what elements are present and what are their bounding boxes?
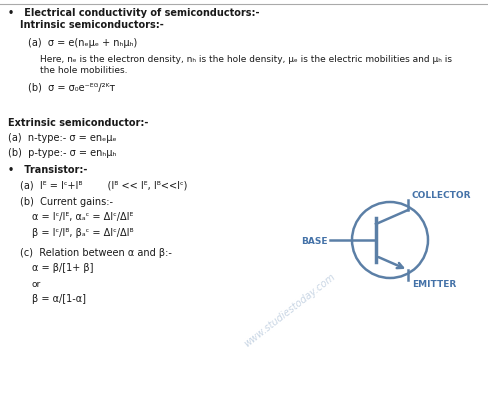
Text: •   Transistor:-: • Transistor:-: [8, 165, 87, 175]
Text: (a)  σ = e(nₑμₑ + nₕμₕ): (a) σ = e(nₑμₑ + nₕμₕ): [28, 38, 137, 48]
Text: BASE: BASE: [301, 237, 327, 246]
Text: α = Iᶜ/Iᴱ, αₐᶜ = ΔIᶜ/ΔIᴱ: α = Iᶜ/Iᴱ, αₐᶜ = ΔIᶜ/ΔIᴱ: [32, 212, 133, 222]
Text: the hole mobilities.: the hole mobilities.: [40, 66, 127, 75]
Text: Here, nₑ is the electron density, nₕ is the hole density, μₑ is the electric mob: Here, nₑ is the electron density, nₕ is …: [40, 55, 451, 64]
Text: (b)  p-type:- σ = enₕμₕ: (b) p-type:- σ = enₕμₕ: [8, 148, 116, 158]
Text: COLLECTOR: COLLECTOR: [411, 191, 470, 200]
Text: EMITTER: EMITTER: [411, 280, 455, 289]
Text: (b)  Current gains:-: (b) Current gains:-: [20, 197, 113, 207]
Text: (a)  Iᴱ = Iᶜ+Iᴮ        (Iᴮ << Iᴱ, Iᴮ<<Iᶜ): (a) Iᴱ = Iᶜ+Iᴮ (Iᴮ << Iᴱ, Iᴮ<<Iᶜ): [20, 180, 187, 190]
Text: Intrinsic semiconductors:-: Intrinsic semiconductors:-: [20, 20, 163, 30]
Text: www.studiestoday.com: www.studiestoday.com: [242, 271, 337, 349]
Text: Extrinsic semiconductor:-: Extrinsic semiconductor:-: [8, 118, 148, 128]
Text: (a)  n-type:- σ = enₑμₑ: (a) n-type:- σ = enₑμₑ: [8, 133, 116, 143]
Text: β = α/[1-α]: β = α/[1-α]: [32, 294, 86, 304]
Text: (b)  σ = σ₀e⁻ᴱᴳ/²ᴷᴛ: (b) σ = σ₀e⁻ᴱᴳ/²ᴷᴛ: [28, 83, 115, 93]
Text: (c)  Relation between α and β:-: (c) Relation between α and β:-: [20, 248, 171, 258]
Text: α = β/[1+ β]: α = β/[1+ β]: [32, 263, 93, 273]
Text: or: or: [32, 280, 41, 289]
Text: •   Electrical conductivity of semiconductors:-: • Electrical conductivity of semiconduct…: [8, 8, 259, 18]
Text: β = Iᶜ/Iᴮ, βₐᶜ = ΔIᶜ/ΔIᴮ: β = Iᶜ/Iᴮ, βₐᶜ = ΔIᶜ/ΔIᴮ: [32, 228, 133, 238]
